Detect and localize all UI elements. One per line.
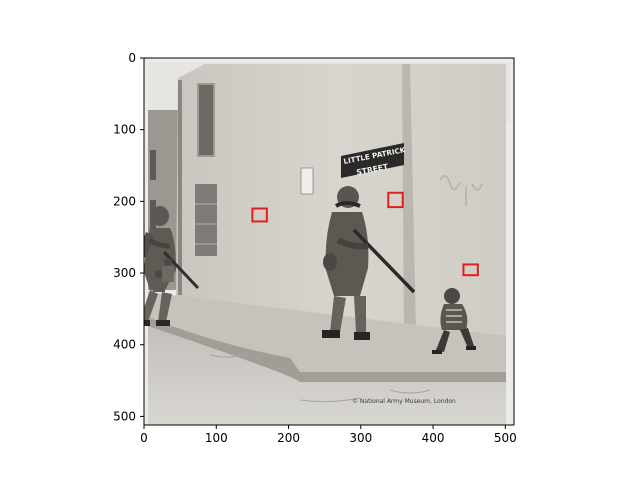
axes-frame [143, 57, 515, 426]
left-building-window [150, 150, 156, 180]
graffiti [439, 175, 483, 206]
detection-box [251, 207, 268, 223]
y-tick-label: 300 [113, 266, 136, 280]
y-tick-label: 200 [113, 194, 136, 208]
x-tick-label: 500 [494, 431, 517, 445]
wall-notice [300, 167, 314, 195]
x-tick-label: 300 [349, 431, 372, 445]
x-axis: 0 100 200 300 400 500 [140, 425, 517, 445]
child [432, 288, 476, 354]
detection-box [462, 263, 479, 277]
x-tick-label: 0 [140, 431, 148, 445]
x-tick-label: 200 [277, 431, 300, 445]
x-tick-label: 100 [205, 431, 228, 445]
photo-caption: © National Army Museum, London [352, 398, 456, 405]
y-tick-label: 400 [113, 338, 136, 352]
y-axis: 0 100 200 300 400 500 [113, 51, 144, 423]
background-children [153, 258, 174, 292]
x-tick-label: 400 [422, 431, 445, 445]
photo: LITTLE PATRICK STREET [144, 58, 514, 425]
detection-boxes [251, 191, 479, 277]
curb [148, 318, 506, 382]
drainpipe [178, 80, 182, 295]
boarded-window [195, 184, 217, 256]
y-tick-label: 100 [113, 123, 136, 137]
y-tick-label: 0 [128, 51, 136, 65]
wall-corner-shadow [402, 64, 416, 330]
soldier-center [322, 186, 416, 340]
detection-box [387, 191, 404, 209]
upper-window [198, 84, 214, 156]
y-tick-label: 500 [113, 409, 136, 423]
upper-window-frame [197, 83, 215, 157]
